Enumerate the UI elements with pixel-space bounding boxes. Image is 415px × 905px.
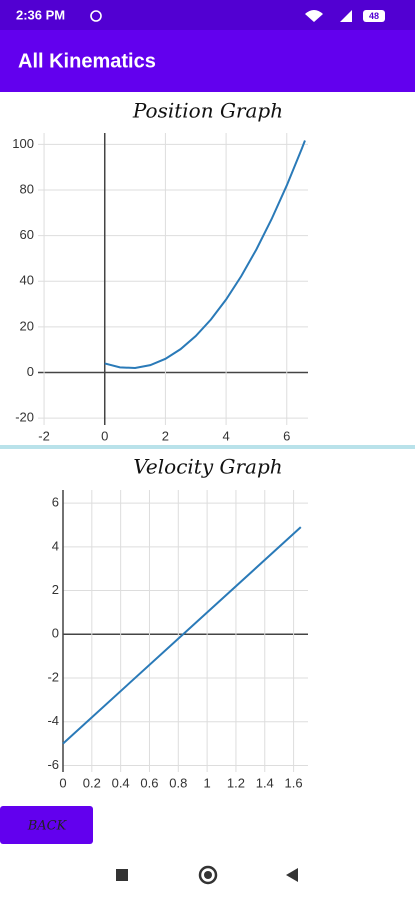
y-tick-label: -6 — [47, 757, 59, 772]
series-line — [104, 140, 306, 369]
y-tick-label: 40 — [20, 273, 34, 288]
x-tick-label: 1 — [204, 775, 211, 790]
y-tick-label: -4 — [47, 713, 59, 728]
y-tick-label: -2 — [47, 669, 59, 684]
battery-icon — [363, 10, 385, 22]
back-button[interactable] — [0, 806, 93, 844]
y-tick-label: 100 — [12, 136, 34, 151]
y-tick-label: 2 — [52, 582, 59, 597]
x-tick-label: 0.2 — [83, 775, 101, 790]
app-bar — [0, 30, 415, 92]
nav-home[interactable] — [198, 865, 218, 885]
nav-recents[interactable] — [116, 869, 128, 881]
status-time: 2:36 PM — [16, 7, 65, 22]
y-tick-label: 6 — [52, 495, 59, 510]
x-tick-label: 0 — [101, 428, 108, 443]
battery-level: 48 — [369, 11, 379, 21]
x-tick-label: 4 — [222, 428, 229, 443]
y-tick-label: 80 — [20, 181, 34, 196]
divider — [0, 445, 415, 449]
x-tick-label: 0.6 — [140, 775, 158, 790]
nav-home-dot — [204, 871, 212, 879]
y-tick-label: 4 — [52, 538, 59, 553]
x-tick-label: 1.6 — [285, 775, 303, 790]
x-tick-label: 2 — [162, 428, 169, 443]
x-tick-label: 0.8 — [169, 775, 187, 790]
x-tick-label: -2 — [38, 428, 50, 443]
y-tick-label: 60 — [20, 227, 34, 242]
chart-title: Velocity Graph — [133, 455, 282, 479]
x-tick-label: 0 — [59, 775, 66, 790]
status-bar — [0, 0, 415, 30]
x-tick-label: 1.2 — [227, 775, 245, 790]
alarm-icon — [90, 10, 102, 22]
x-tick-label: 1.4 — [256, 775, 274, 790]
y-tick-label: 20 — [20, 318, 34, 333]
signal-icon — [340, 10, 352, 22]
app-title: All Kinematics — [18, 50, 156, 72]
y-tick-label: 0 — [27, 364, 34, 379]
x-tick-label: 0.4 — [112, 775, 130, 790]
chart-title: Position Graph — [132, 99, 283, 123]
back-label: BACK — [27, 819, 68, 834]
nav-back[interactable] — [286, 868, 298, 882]
series-line — [62, 526, 302, 745]
y-tick-label: -20 — [15, 410, 34, 425]
y-tick-label: 0 — [52, 626, 59, 641]
x-tick-label: 6 — [283, 428, 290, 443]
wifi-icon — [305, 10, 323, 22]
